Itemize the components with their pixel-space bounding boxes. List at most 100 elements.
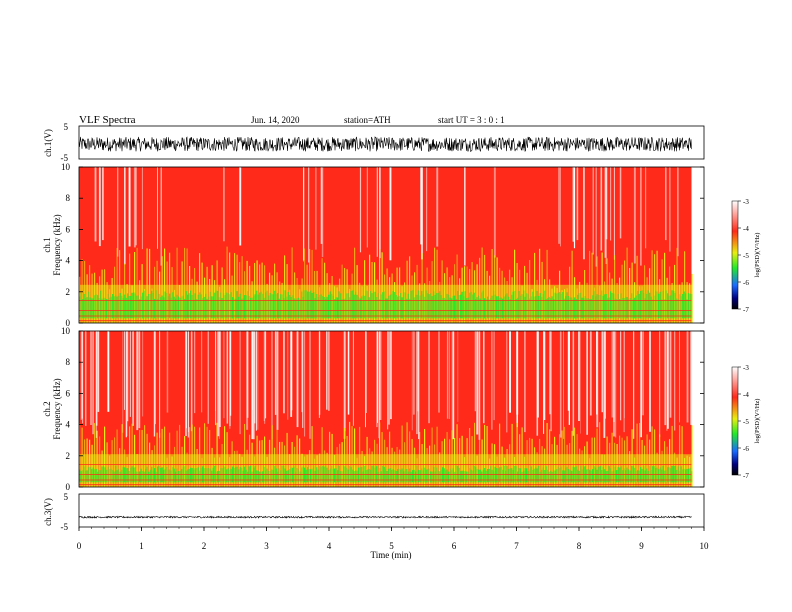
spectrogram-streak: [296, 331, 299, 428]
spectrogram-green: [355, 470, 357, 483]
spectrogram-green: [598, 294, 600, 319]
spectrogram-spike: [571, 430, 573, 487]
spectrogram-spike: [271, 275, 273, 323]
spectrogram-streak: [679, 331, 680, 423]
spectrogram-green: [674, 465, 676, 483]
ch1-trace-line: [78, 136, 692, 153]
spectrogram-green: [211, 296, 213, 319]
spectrogram-green: [686, 299, 688, 319]
spectrogram-spike: [266, 283, 268, 323]
spectrogram-streak: [686, 331, 689, 423]
spectrogram-green: [359, 298, 361, 319]
spectrogram-green: [482, 290, 484, 319]
spectrogram-green: [493, 290, 495, 319]
spectrogram-green: [460, 471, 462, 483]
colorbar-tick-label: -3: [743, 198, 749, 206]
spectrogram-spike: [394, 451, 396, 487]
freq-tick-label: 8: [66, 357, 71, 367]
spectrogram-spike: [374, 439, 376, 487]
time-tick-label: 3: [264, 541, 269, 551]
spectrogram-green: [508, 296, 510, 319]
spectrogram-green: [163, 469, 165, 483]
spectrogram-green: [190, 467, 192, 483]
spectrogram-green: [257, 470, 259, 483]
spectrogram-green: [451, 298, 453, 319]
spectrogram-spike: [336, 447, 338, 487]
spectrogram-spike: [124, 263, 126, 323]
spectrogram-green: [140, 468, 142, 483]
spectrogram-streak: [543, 331, 545, 434]
station-label: station=ATH: [344, 115, 391, 125]
spectrogram-spike: [449, 439, 451, 487]
ch2-freq-ylabel-channel: ch.2: [42, 401, 52, 416]
spectrogram-green: [658, 469, 660, 483]
spectrogram-spike: [311, 249, 313, 323]
spectrogram-streak: [107, 331, 110, 412]
spectrogram-green: [227, 468, 229, 483]
spectrogram-streak: [246, 331, 249, 430]
spectrogram-spike: [481, 247, 483, 323]
spectrogram-streak: [457, 331, 459, 422]
spectrogram-green: [316, 294, 318, 319]
spectrogram-spike: [649, 439, 651, 487]
spectrogram-green: [481, 292, 483, 319]
spectrogram-green: [425, 469, 427, 483]
spectrogram-green: [301, 467, 303, 483]
spectrogram-spike: [386, 447, 388, 487]
spectrogram-green: [599, 294, 601, 319]
spectrogram-green: [119, 293, 121, 319]
spectrogram-green: [206, 468, 208, 483]
spectrogram-spike: [456, 424, 458, 487]
spectrogram-streak: [640, 331, 642, 438]
ch1-waveform-panel: 5 -5 ch.1(V): [43, 122, 705, 163]
spectrogram-green: [392, 291, 394, 319]
spectrogram-green: [529, 298, 531, 319]
spectrogram-spike: [586, 282, 588, 323]
spectrogram-green: [398, 468, 400, 483]
spectrogram-spike: [309, 450, 311, 487]
spectrogram-green: [122, 298, 124, 319]
spectrogram-green: [307, 291, 309, 319]
spectrogram-spike: [369, 448, 371, 487]
ch3-ytick-top: 5: [64, 492, 69, 502]
spectrogram-spike: [624, 440, 626, 487]
spectrogram-green: [491, 295, 493, 319]
spectrogram-spike: [156, 260, 158, 323]
spectrogram-spike: [119, 448, 121, 487]
spectrogram-green: [352, 290, 354, 319]
spectrogram-streak: [491, 331, 493, 430]
spectrogram-green: [166, 292, 168, 319]
spectrogram-green: [247, 471, 249, 483]
spectrogram-spike: [179, 424, 181, 487]
spectrogram-green: [541, 296, 543, 319]
spectrogram-green: [545, 298, 547, 319]
spectrogram-spike: [559, 434, 561, 487]
spectrogram-spike: [489, 275, 491, 323]
spectrogram-streak: [416, 331, 418, 435]
spectrogram-streak: [633, 331, 635, 439]
spectrogram-green: [446, 469, 448, 483]
spectrogram-green: [505, 294, 507, 319]
time-tick-label: 8: [577, 541, 582, 551]
spectrogram-green: [104, 298, 106, 319]
spectrogram-spike: [271, 425, 273, 487]
spectrogram-spike: [161, 428, 163, 487]
spectrogram-spike: [296, 435, 298, 487]
spectrogram-green: [271, 294, 273, 319]
spectrogram-spike: [466, 266, 468, 323]
spectrogram-green: [581, 469, 583, 483]
spectrogram-green: [566, 292, 568, 319]
spectrogram-streak: [309, 331, 311, 439]
colorbar-label: log(PSD)(V²/Hz): [754, 399, 761, 444]
spectrogram-streak: [133, 167, 136, 248]
spectrogram-green: [406, 298, 408, 319]
spectrogram-green: [298, 469, 300, 483]
spectrogram-streak: [451, 331, 453, 440]
spectrogram-green: [173, 468, 175, 483]
spectrogram-spike: [159, 432, 161, 487]
spectrogram-spike: [376, 443, 378, 487]
ch1-colorbar: -3 -4 -5 -6 -7 log(PSD)(V²/Hz): [731, 198, 761, 314]
spectrogram-green: [601, 290, 603, 319]
spectrogram-green: [547, 298, 549, 319]
start-time-label: start UT = 3 : 0 : 1: [438, 115, 505, 125]
